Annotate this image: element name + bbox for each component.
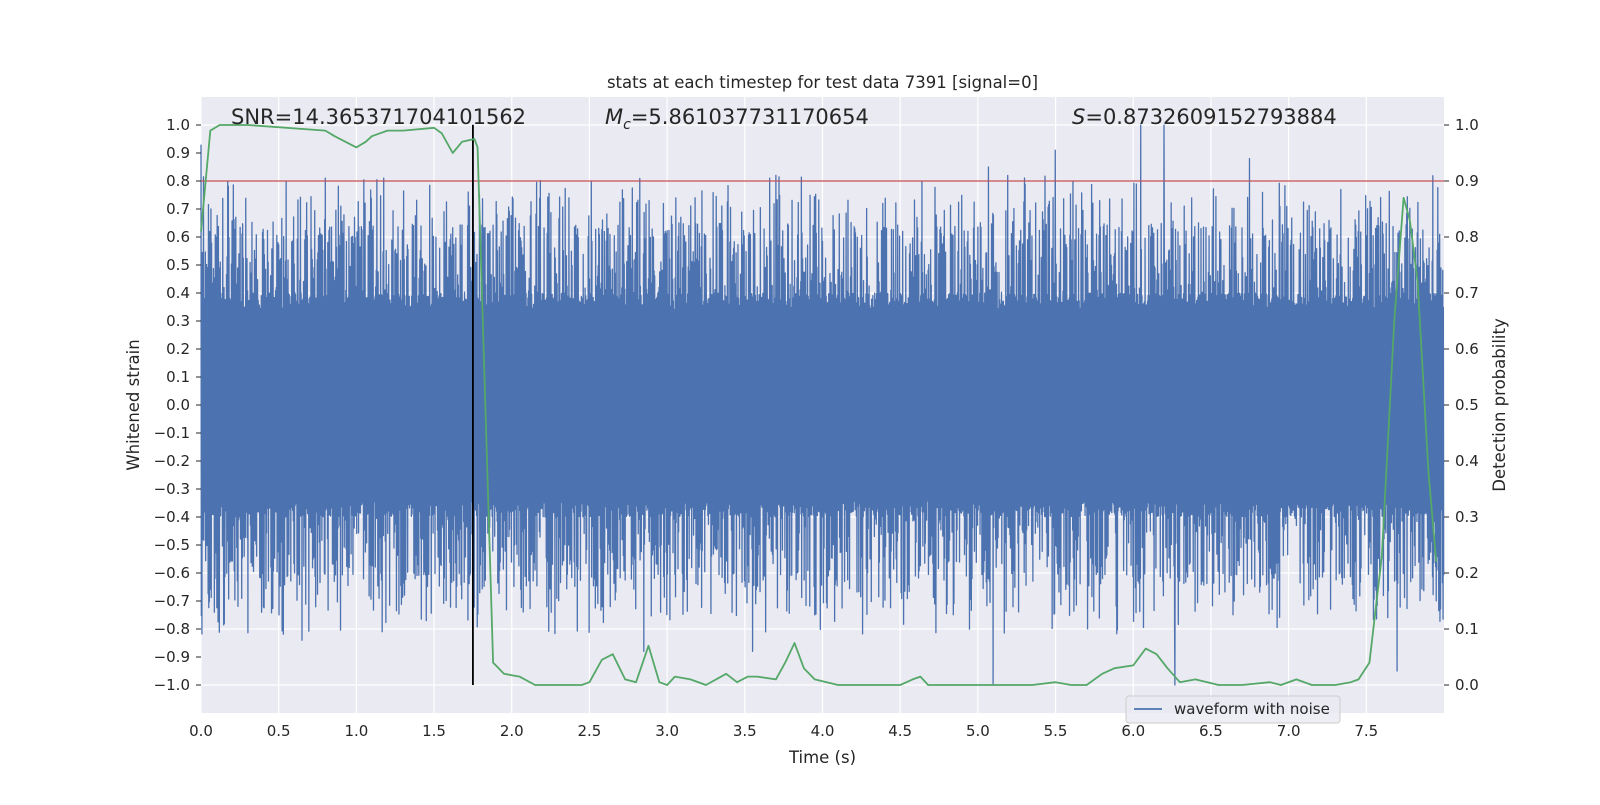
- y-right-tick-label: 0.4: [1455, 452, 1479, 470]
- x-tick-label: 2.0: [500, 722, 524, 740]
- y-right-tick-label: 0.0: [1455, 676, 1479, 694]
- y-right-tick-label: 0.6: [1455, 340, 1479, 358]
- y-right-tick-label: 0.5: [1455, 396, 1479, 414]
- mc-subscript: c: [623, 117, 631, 133]
- x-tick-label: 7.5: [1354, 722, 1378, 740]
- y-right-tick-label: 0.2: [1455, 564, 1479, 582]
- legend: waveform with noise: [1125, 695, 1341, 724]
- y-right-tick-label: 1.0: [1455, 116, 1479, 134]
- y-right-tick-label: 0.1: [1455, 620, 1479, 638]
- x-tick-label: 1.5: [422, 722, 446, 740]
- y-axis-right-ticks: 1.0 0.9 0.8 0.7 0.6 0.5 0.4 0.3 0.2 0.1 0.0: [1444, 116, 1479, 694]
- x-tick-label: 4.0: [811, 722, 835, 740]
- y-tick-label: −0.8: [154, 620, 190, 638]
- y-tick-label: −0.3: [154, 480, 190, 498]
- x-axis-label: Time (s): [788, 748, 856, 767]
- s-symbol: S: [1072, 105, 1085, 129]
- y-tick-label: 1.0: [166, 116, 190, 134]
- y-right-tick-label: 0.3: [1455, 508, 1479, 526]
- y-tick-label: 0.2: [166, 340, 190, 358]
- x-tick-label: 6.5: [1199, 722, 1223, 740]
- y-tick-label: 0.0: [166, 396, 190, 414]
- y-tick-label: −0.2: [154, 452, 190, 470]
- x-tick-label: 3.0: [655, 722, 679, 740]
- legend-label: waveform with noise: [1174, 700, 1330, 718]
- x-tick-label: 6.0: [1121, 722, 1145, 740]
- detection-probability-line: [200, 124, 1438, 686]
- y-tick-label: −0.5: [154, 536, 190, 554]
- x-tick-label: 0.5: [267, 722, 291, 740]
- y-tick-label: 0.7: [166, 200, 190, 218]
- y-axis-right-label: Detection probability: [1490, 318, 1509, 492]
- s-value: =0.8732609152793884: [1085, 105, 1336, 129]
- y-right-tick-label: 0.9: [1455, 172, 1479, 190]
- y-axis-label: Whitened strain: [124, 339, 143, 470]
- mc-annotation: Mc=5.861037731170654: [605, 105, 869, 133]
- y-tick-label: 0.8: [166, 172, 190, 190]
- overlay: [200, 124, 1444, 686]
- mc-value: =5.861037731170654: [631, 105, 869, 129]
- s-annotation: S=0.8732609152793884: [1072, 105, 1337, 129]
- x-tick-label: 4.5: [888, 722, 912, 740]
- y-tick-label: −0.6: [154, 564, 190, 582]
- y-tick-label: 0.4: [166, 284, 190, 302]
- waveform-series: [200, 124, 1445, 686]
- mc-symbol: M: [605, 105, 623, 129]
- y-tick-label: −0.9: [154, 648, 190, 666]
- y-tick-label: −0.7: [154, 592, 190, 610]
- x-tick-label: 1.0: [344, 722, 368, 740]
- y-right-tick-label: 0.7: [1455, 284, 1479, 302]
- x-tick-label: 3.5: [733, 722, 757, 740]
- y-tick-label: 0.5: [166, 256, 190, 274]
- x-tick-label: 0.0: [189, 722, 213, 740]
- x-tick-label: 7.0: [1277, 722, 1301, 740]
- y-tick-label: 0.9: [166, 144, 190, 162]
- x-tick-label: 5.0: [966, 722, 990, 740]
- x-tick-label: 5.5: [1044, 722, 1068, 740]
- y-tick-label: −1.0: [154, 676, 190, 694]
- snr-annotation: SNR=14.365371704101562: [231, 105, 526, 129]
- y-right-tick-label: 0.8: [1455, 228, 1479, 246]
- x-axis-ticks: 0.0 0.5 1.0 1.5 2.0 2.5 3.0 3.5 4.0 4.5 5.0 5.5 6.0 6…: [189, 722, 1378, 740]
- y-axis-ticks: 1.0 0.9 0.8 0.7 0.6 0.5 0.4 0.3 0.2 0.1 0.0 −0.1 −0.…: [154, 116, 201, 694]
- y-tick-label: 0.1: [166, 368, 190, 386]
- waveform-line: [200, 124, 1445, 686]
- y-tick-label: −0.1: [154, 424, 190, 442]
- x-tick-label: 2.5: [578, 722, 602, 740]
- y-tick-label: 0.3: [166, 312, 190, 330]
- y-tick-label: −0.4: [154, 508, 190, 526]
- legend-box: [1125, 695, 1341, 724]
- chart-title: stats at each timestep for test data 739…: [607, 73, 1038, 92]
- y-tick-label: 0.6: [166, 228, 190, 246]
